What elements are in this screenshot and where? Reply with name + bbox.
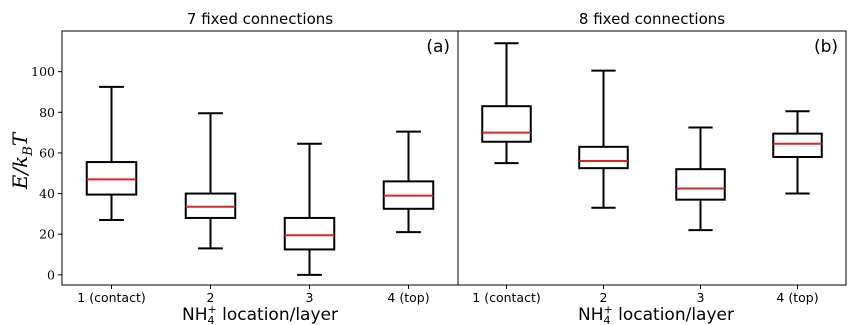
box-body [482, 106, 531, 142]
x-axis-label-left: NH4+ location/layer [182, 303, 338, 325]
box-body [579, 147, 628, 168]
chart-marks: 7 fixed connections (a) 0 20 40 60 80 100 1 (con… [31, 10, 846, 305]
x-tick-label: 1 (contact) [472, 290, 540, 305]
x-tick-label: 1 (contact) [77, 290, 145, 305]
x-axis-label-right: NH4+ location/layer [578, 303, 734, 325]
x-tick-label: 3 [306, 290, 314, 305]
y-axis-label: E/kBT [8, 131, 36, 190]
panel-title-1: 7 fixed connections [187, 10, 333, 28]
box-2-4 [773, 111, 822, 193]
box-1-2 [186, 113, 236, 248]
x-tick-label: 4 (top) [776, 290, 818, 305]
box-1-3 [285, 144, 335, 275]
box-body [676, 169, 725, 199]
y-tick-label: 80 [39, 105, 55, 120]
box-2-1 [482, 43, 531, 163]
y-tick-label: 60 [39, 145, 55, 160]
y-tick-label: 40 [39, 186, 55, 201]
panel-label-2: (b) [814, 37, 838, 57]
y-tick-label: 0 [47, 267, 55, 282]
panel-label-1: (a) [426, 37, 450, 57]
box-body [773, 134, 822, 157]
box-2-2 [579, 71, 628, 208]
y-tick-label: 100 [31, 64, 55, 79]
box-body [186, 194, 236, 218]
x-tick-label: 3 [697, 290, 705, 305]
box-1-1 [87, 87, 137, 220]
plot-frame-2 [458, 31, 846, 285]
x-tick-label: 4 (top) [387, 290, 429, 305]
box-body [87, 162, 137, 195]
box-1-4 [384, 132, 434, 233]
plot-frame-1 [62, 31, 458, 285]
box-body [285, 218, 335, 249]
y-tick-label: 20 [39, 227, 55, 242]
panel-title-2: 8 fixed connections [579, 10, 725, 28]
box-2-3 [676, 128, 725, 231]
